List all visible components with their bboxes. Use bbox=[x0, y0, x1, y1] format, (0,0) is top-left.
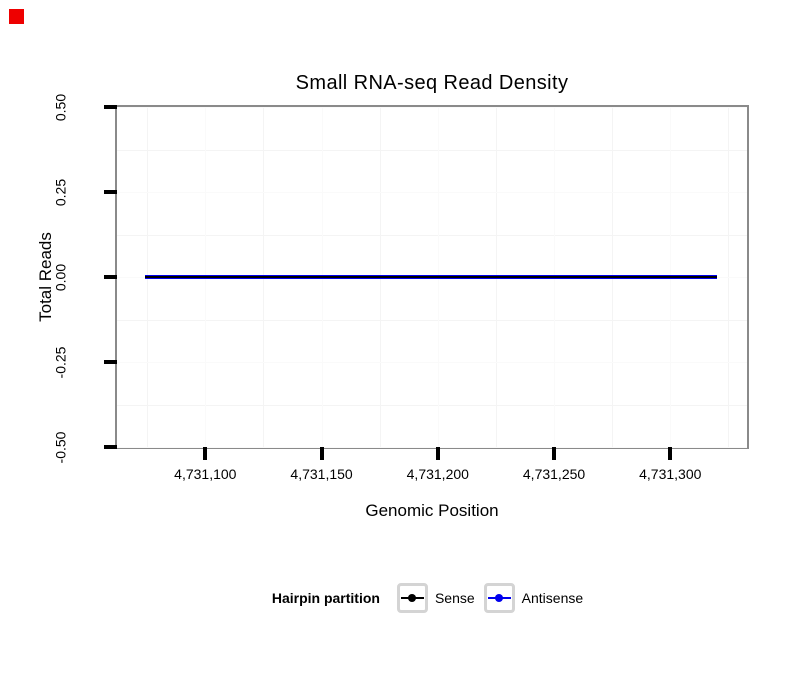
x-axis-tick bbox=[552, 447, 557, 460]
legend-items: Sense Antisense bbox=[396, 583, 592, 613]
y-axis-tick-label: -0.25 bbox=[52, 346, 69, 378]
x-axis-tick-label: 4,731,150 bbox=[290, 466, 353, 482]
y-axis-tick-label: 0.00 bbox=[52, 263, 69, 291]
red-marker bbox=[9, 9, 24, 24]
gridline-major-horizontal bbox=[117, 447, 747, 448]
x-axis-tick-label: 4,731,300 bbox=[639, 466, 702, 482]
legend: Hairpin partition Sense Antisense bbox=[117, 579, 747, 617]
gridline-minor-horizontal bbox=[117, 404, 747, 406]
x-axis-tick-label: 4,731,100 bbox=[174, 466, 237, 482]
x-axis-tick bbox=[668, 447, 673, 460]
y-axis-tick bbox=[104, 360, 117, 364]
legend-key bbox=[396, 583, 428, 613]
legend-title: Hairpin partition bbox=[271, 590, 380, 606]
legend-item: Antisense bbox=[483, 583, 584, 613]
y-axis-tick-label: 0.50 bbox=[52, 93, 69, 121]
x-axis-tick-label: 4,731,200 bbox=[406, 466, 469, 482]
gridline-major-horizontal bbox=[117, 362, 747, 363]
x-axis-title: Genomic Position bbox=[365, 501, 499, 520]
gridline-minor-horizontal bbox=[117, 319, 747, 321]
legend-key-dot-icon bbox=[408, 594, 417, 602]
x-axis-tick bbox=[435, 447, 440, 460]
gridline-minor-horizontal bbox=[117, 234, 747, 236]
legend-item-label: Sense bbox=[434, 590, 475, 606]
data-line-sense bbox=[144, 276, 717, 278]
gridline-major-horizontal bbox=[117, 107, 747, 108]
legend-key-dot-icon bbox=[495, 594, 504, 602]
x-axis-tick bbox=[319, 447, 324, 460]
x-axis-tick-label: 4,731,250 bbox=[522, 466, 586, 482]
y-axis-tick bbox=[104, 190, 117, 194]
plot-panel bbox=[115, 105, 749, 449]
legend-item-label: Antisense bbox=[521, 590, 584, 606]
legend-item: Sense bbox=[396, 583, 475, 613]
y-axis-tick-label: 0.25 bbox=[52, 178, 69, 206]
y-axis-tick-label: -0.50 bbox=[52, 431, 69, 463]
gridline-major-horizontal bbox=[117, 192, 747, 193]
y-axis-tick bbox=[104, 445, 117, 449]
y-axis-tick bbox=[104, 275, 117, 279]
y-axis-tick bbox=[104, 105, 117, 109]
x-axis-tick bbox=[203, 447, 208, 460]
chart-title: Small RNA-seq Read Density bbox=[295, 72, 569, 94]
legend-key bbox=[483, 583, 515, 613]
gridline-minor-horizontal bbox=[117, 149, 747, 151]
